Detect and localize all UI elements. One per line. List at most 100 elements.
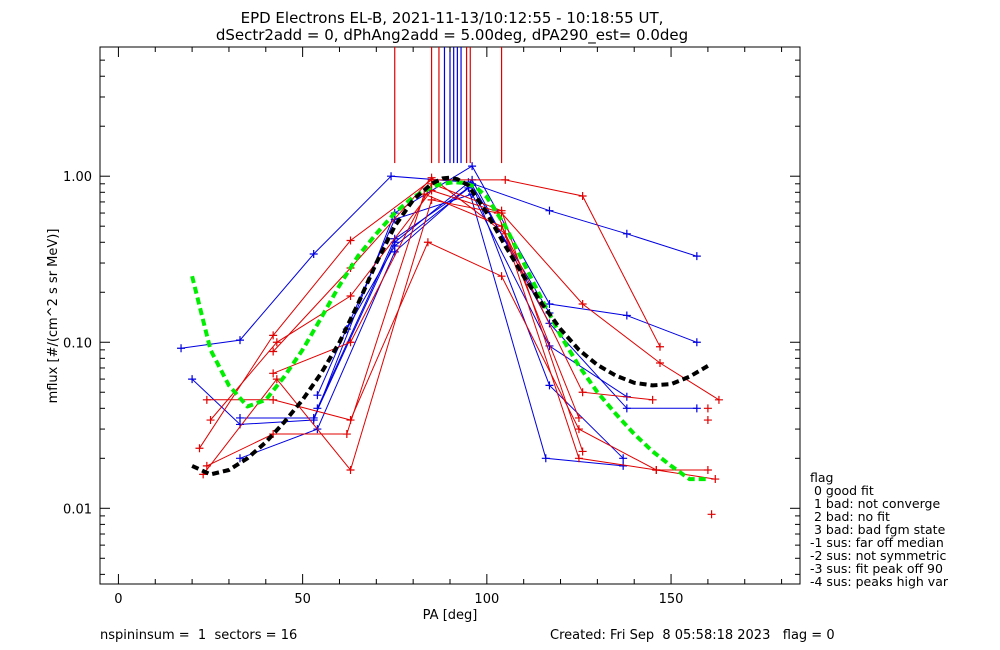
legend-item: -1 sus: far off median xyxy=(810,535,944,550)
legend-item: -4 sus: peaks high var xyxy=(810,574,949,589)
data-point-marker xyxy=(387,172,396,181)
fit-curve-green xyxy=(190,180,708,482)
data-point-marker xyxy=(656,358,664,367)
data-point-marker xyxy=(423,238,432,247)
data-point-marker xyxy=(578,388,587,397)
series-red xyxy=(199,195,720,484)
y-tick-label: 0.01 xyxy=(63,502,92,517)
scatter-point-marker xyxy=(707,510,716,519)
fit-curve-black xyxy=(191,175,709,477)
series-line xyxy=(181,175,697,349)
data-point-marker xyxy=(236,454,244,463)
series-blue xyxy=(313,183,628,470)
chart-title-line1: EPD Electrons EL-B, 2021-11-13/10:12:55 … xyxy=(241,9,664,27)
x-axis-ticks: 0 50 100 150 xyxy=(114,47,783,607)
data-point-marker xyxy=(545,206,554,215)
series-red xyxy=(195,175,664,453)
data-point-marker xyxy=(346,236,355,245)
data-point-marker xyxy=(206,416,215,425)
data-point-marker xyxy=(309,250,318,259)
x-axis-label: PA [deg] xyxy=(423,608,478,623)
legend-item: 1 bad: not converge xyxy=(810,496,940,511)
fit-curves-layer xyxy=(190,175,709,482)
legend-item: -3 sus: fit peak off 90 xyxy=(810,561,943,576)
data-point-marker xyxy=(692,404,701,413)
y-tick-label: 0.10 xyxy=(63,336,92,351)
legend-item: 0 good fit xyxy=(810,483,874,498)
x-tick-label: 100 xyxy=(474,592,499,607)
data-point-marker xyxy=(692,338,701,347)
data-point-marker xyxy=(714,395,723,404)
data-point-marker xyxy=(619,454,628,463)
legend-item: -2 sus: not symmetric xyxy=(810,548,946,563)
data-point-marker xyxy=(692,252,701,261)
data-point-marker xyxy=(497,272,506,281)
data-point-marker xyxy=(188,375,197,384)
data-point-marker xyxy=(236,336,244,345)
data-point-marker xyxy=(427,195,436,204)
data-point-marker xyxy=(578,191,587,200)
series-red xyxy=(202,190,657,470)
data-point-marker xyxy=(195,444,204,453)
data-point-marker xyxy=(272,375,281,384)
data-point-marker xyxy=(269,347,278,356)
data-point-marker xyxy=(703,466,712,475)
series-blue xyxy=(236,179,628,463)
data-point-marker xyxy=(648,395,657,404)
series-line xyxy=(316,193,628,398)
footer-right: Created: Fri Sep 8 05:58:18 2023 flag = … xyxy=(550,628,835,643)
series-blue xyxy=(177,172,701,353)
x-tick-label: 50 xyxy=(294,592,311,607)
data-point-marker xyxy=(390,241,399,250)
y-axis-ticks: 0.01 0.10 1.00 xyxy=(63,46,800,575)
x-tick-label: 150 xyxy=(659,592,684,607)
series-red xyxy=(202,238,712,475)
scatter-points-layer xyxy=(703,404,716,519)
data-point-marker xyxy=(574,413,583,422)
data-point-marker xyxy=(269,369,278,378)
data-point-marker xyxy=(545,299,554,308)
y-axis-label: mflux [#/(cm^2 s sr MeV)] xyxy=(46,229,61,404)
series-line xyxy=(202,199,716,480)
series-line xyxy=(191,165,697,425)
data-point-marker xyxy=(656,342,664,351)
series-line xyxy=(240,179,697,419)
data-point-marker xyxy=(541,454,550,463)
data-point-marker xyxy=(236,413,244,422)
data-point-marker xyxy=(501,175,510,184)
data-point-marker xyxy=(619,461,628,470)
series-line xyxy=(206,193,653,467)
data-point-marker xyxy=(711,475,720,484)
legend-heading: flag xyxy=(810,470,833,485)
data-point-marker xyxy=(574,454,583,463)
x-tick-label: 0 xyxy=(114,592,122,607)
legend-item: 2 bad: no fit xyxy=(810,509,890,524)
data-point-marker xyxy=(177,344,186,353)
series-line xyxy=(346,184,550,330)
series-line xyxy=(272,177,580,419)
series-line xyxy=(316,187,624,467)
data-point-marker xyxy=(313,391,322,400)
data-point-marker xyxy=(578,447,587,456)
data-point-marker xyxy=(202,395,211,404)
footer-left: nspininsum = 1 sectors = 16 xyxy=(100,628,297,643)
data-point-marker xyxy=(622,311,631,320)
series-line xyxy=(206,241,708,471)
data-point-marker xyxy=(578,299,587,308)
data-point-marker xyxy=(346,466,355,475)
data-point-marker xyxy=(346,338,355,347)
data-point-marker xyxy=(545,381,554,390)
scatter-point-marker xyxy=(703,416,712,425)
data-point-marker xyxy=(427,173,436,182)
scatter-point-marker xyxy=(703,404,712,413)
data-point-marker xyxy=(309,413,318,422)
data-point-marker xyxy=(497,206,506,215)
series-line xyxy=(199,179,661,449)
series-layer xyxy=(177,162,723,484)
data-point-marker xyxy=(622,404,631,413)
data-point-marker xyxy=(342,430,351,439)
data-point-marker xyxy=(269,395,278,404)
data-point-marker xyxy=(272,338,281,347)
flag-legend: flag 0 good fit 1 bad: not converge 2 ba… xyxy=(810,470,949,589)
